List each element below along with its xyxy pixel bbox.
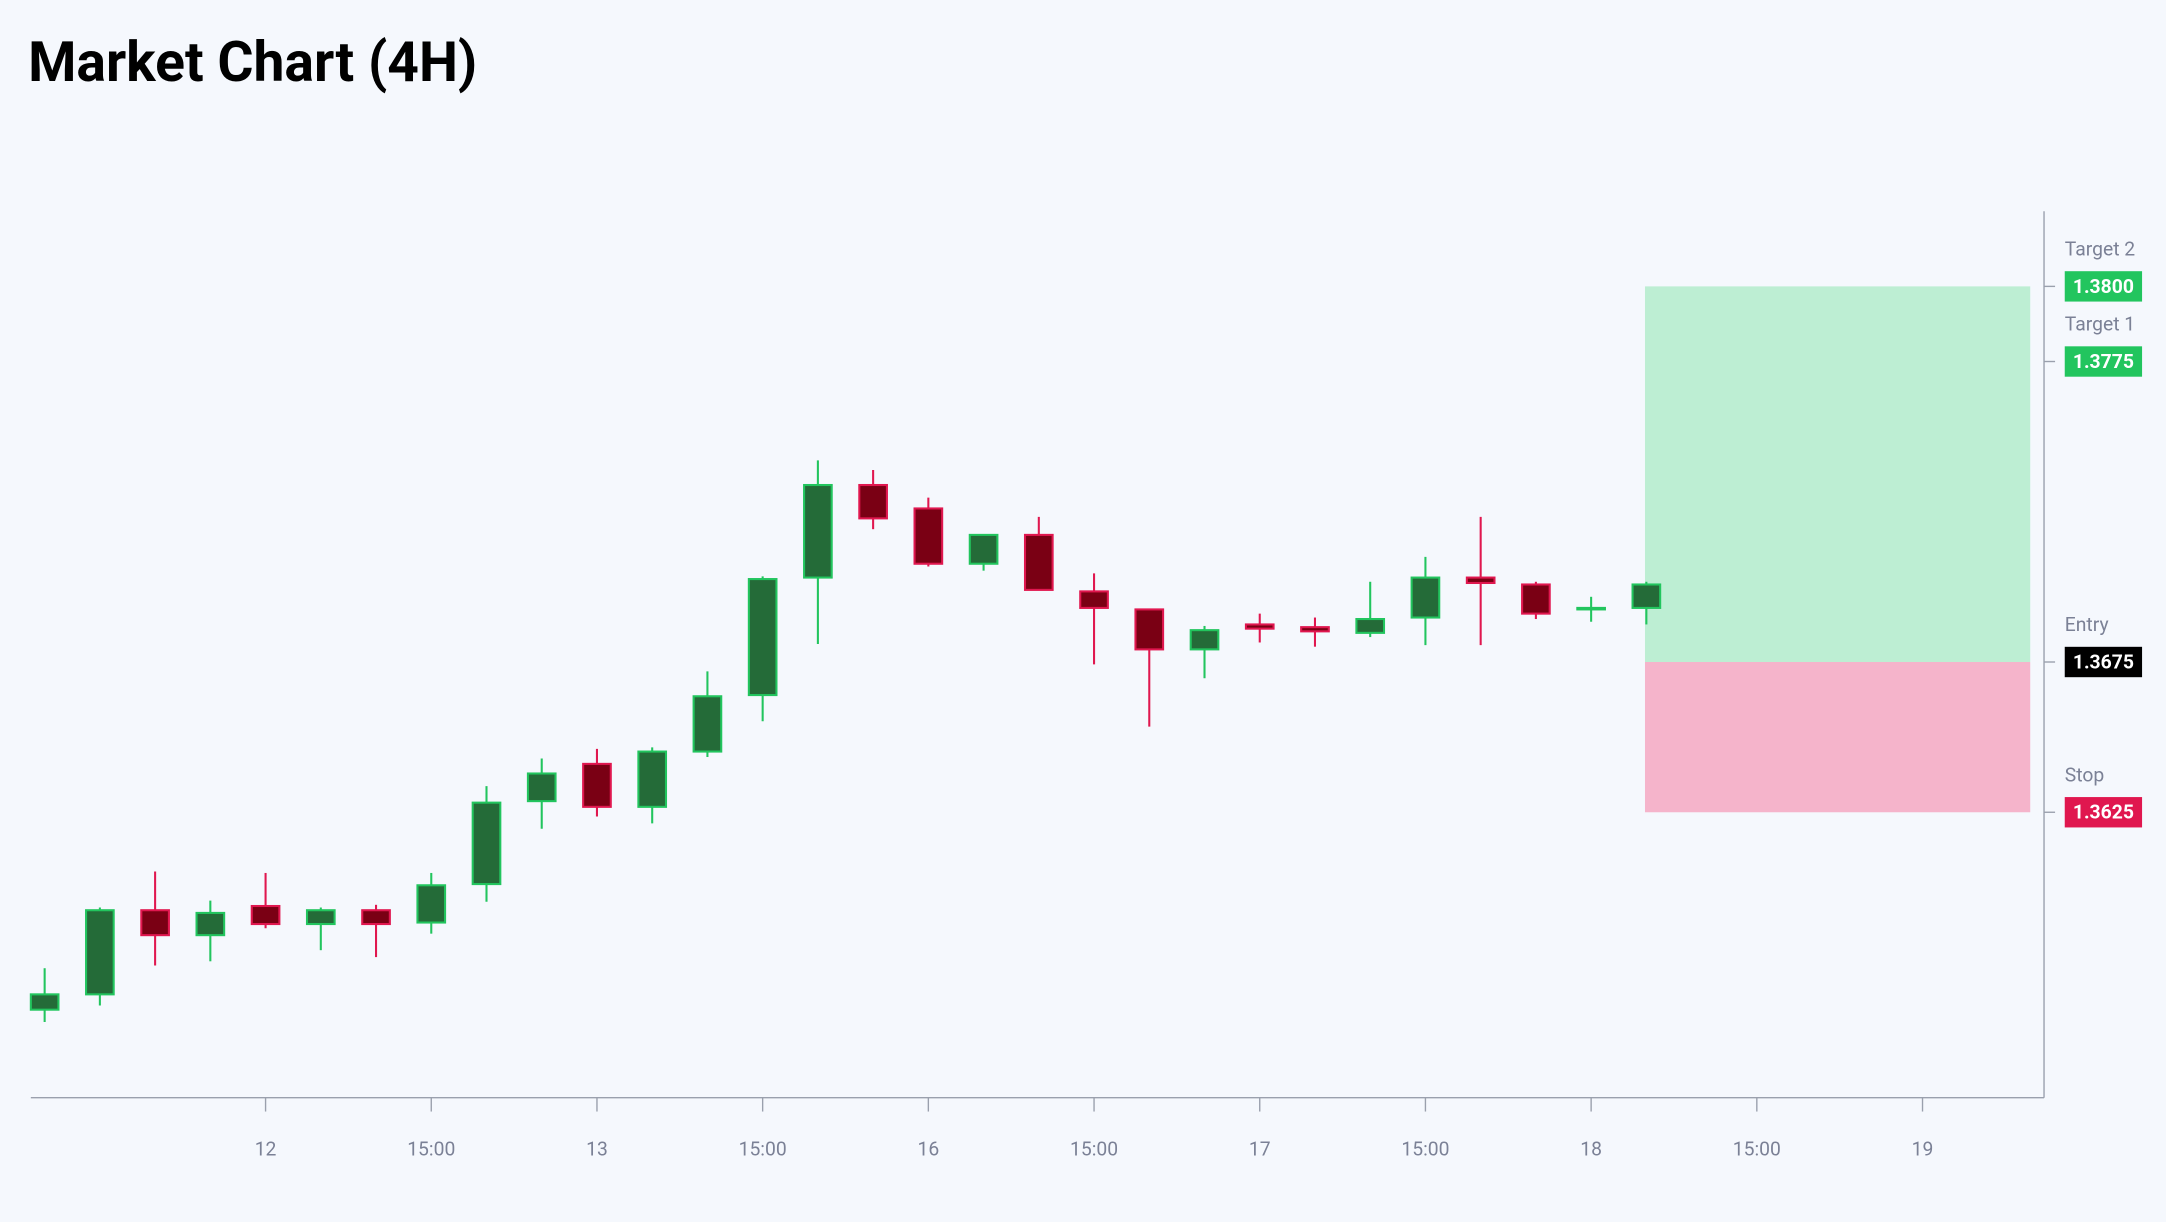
candle-body [1631,583,1662,609]
x-tick-label: 19 [1912,1137,1934,1160]
level-badge [2064,646,2143,678]
candle-body [140,909,170,937]
candle-body [803,483,833,579]
level-value: 1.3775 [2073,350,2134,373]
level-name: Entry [2065,613,2109,636]
candle-body [913,507,944,565]
x-tick-label: 13 [586,1137,608,1160]
loss-zone [1644,662,2031,813]
x-tick-label: 18 [1580,1137,1602,1160]
level-badge [2064,271,2143,302]
level-badge [2064,797,2143,828]
candle-body [1576,606,1606,611]
candle-body [29,993,60,1011]
x-tick-label: 15:00 [739,1137,787,1160]
candle-body [85,909,115,996]
candle-body [526,772,557,803]
candle-body [361,909,391,926]
candle-body [1355,618,1386,634]
candle-body [1410,576,1441,619]
candle-body [1079,590,1109,609]
candle-body [1521,583,1551,615]
candle-body [692,695,723,753]
level-value: 1.3625 [2073,801,2134,824]
candle-body [416,884,447,924]
x-tick-label: 15:00 [1733,1137,1781,1160]
level-value: 1.3800 [2073,275,2134,298]
level-name: Target 1 [2065,313,2135,336]
candle-body [1465,576,1496,585]
candle-body [747,578,778,697]
candle-body [1244,623,1275,630]
profit-zone [1644,286,2031,663]
level-value: 1.3675 [2073,650,2134,673]
level-badge [2064,346,2143,377]
candle-body [305,909,336,926]
x-tick-label: 15:00 [1401,1137,1449,1160]
candle-body [858,483,888,520]
candle-body [1023,533,1054,591]
candle-body [195,911,226,937]
x-tick-label: 12 [255,1137,277,1160]
candle-body [968,533,999,565]
candle-body [471,801,502,886]
level-name: Stop [2065,763,2105,786]
chart-title: Market Chart (4H) [28,31,477,95]
x-tick-label: 16 [917,1137,939,1160]
candle-body [582,762,612,808]
candle-body [250,904,281,926]
candle-body [1134,608,1165,651]
candle-body [637,750,668,808]
candle-body [1189,629,1220,651]
x-tick-label: 15:00 [1070,1137,1118,1160]
level-name: Target 2 [2065,238,2136,261]
x-tick-label: 15:00 [407,1137,455,1160]
x-tick-label: 17 [1249,1137,1271,1160]
candle-body [1300,626,1330,633]
